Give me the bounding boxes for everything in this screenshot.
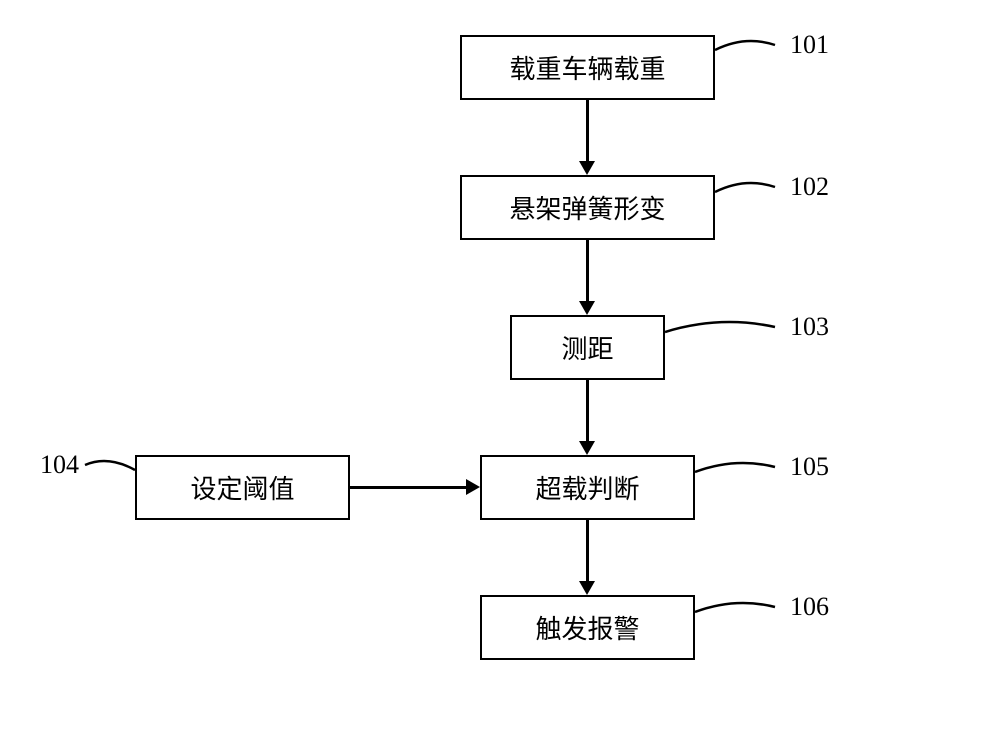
- callout-101: [715, 30, 790, 75]
- node-label: 触发报警: [535, 609, 639, 646]
- arrow-104-105: [350, 486, 466, 489]
- arrow-101-102: [586, 100, 589, 161]
- node-load-vehicle: 载重车辆载重: [460, 35, 715, 100]
- callout-106: [695, 592, 790, 637]
- arrow-head-icon: [466, 479, 480, 495]
- callout-102: [715, 172, 790, 217]
- callout-105: [695, 452, 790, 497]
- ref-label-101: 101: [790, 30, 829, 60]
- node-set-threshold: 设定阈值: [135, 455, 350, 520]
- arrow-105-106: [586, 520, 589, 581]
- arrow-head-icon: [579, 581, 595, 595]
- arrow-103-105: [586, 380, 589, 441]
- arrow-102-103: [586, 240, 589, 301]
- callout-104: [80, 450, 140, 495]
- node-label: 悬架弹簧形变: [509, 189, 665, 226]
- ref-label-104: 104: [40, 450, 79, 480]
- node-label: 超载判断: [535, 469, 639, 506]
- node-label: 测距: [561, 329, 613, 366]
- flowchart-container: 载重车辆载重 悬架弹簧形变 测距 设定阈值 超载判断 触发报警 101 102: [0, 0, 1000, 750]
- node-overload-judgment: 超载判断: [480, 455, 695, 520]
- ref-label-106: 106: [790, 592, 829, 622]
- arrow-head-icon: [579, 161, 595, 175]
- arrow-head-icon: [579, 301, 595, 315]
- ref-label-103: 103: [790, 312, 829, 342]
- arrow-head-icon: [579, 441, 595, 455]
- node-label: 设定阈值: [190, 469, 294, 506]
- node-spring-deformation: 悬架弹簧形变: [460, 175, 715, 240]
- ref-label-105: 105: [790, 452, 829, 482]
- node-distance-measure: 测距: [510, 315, 665, 380]
- callout-103: [665, 312, 790, 357]
- node-label: 载重车辆载重: [509, 49, 665, 86]
- ref-label-102: 102: [790, 172, 829, 202]
- node-trigger-alarm: 触发报警: [480, 595, 695, 660]
